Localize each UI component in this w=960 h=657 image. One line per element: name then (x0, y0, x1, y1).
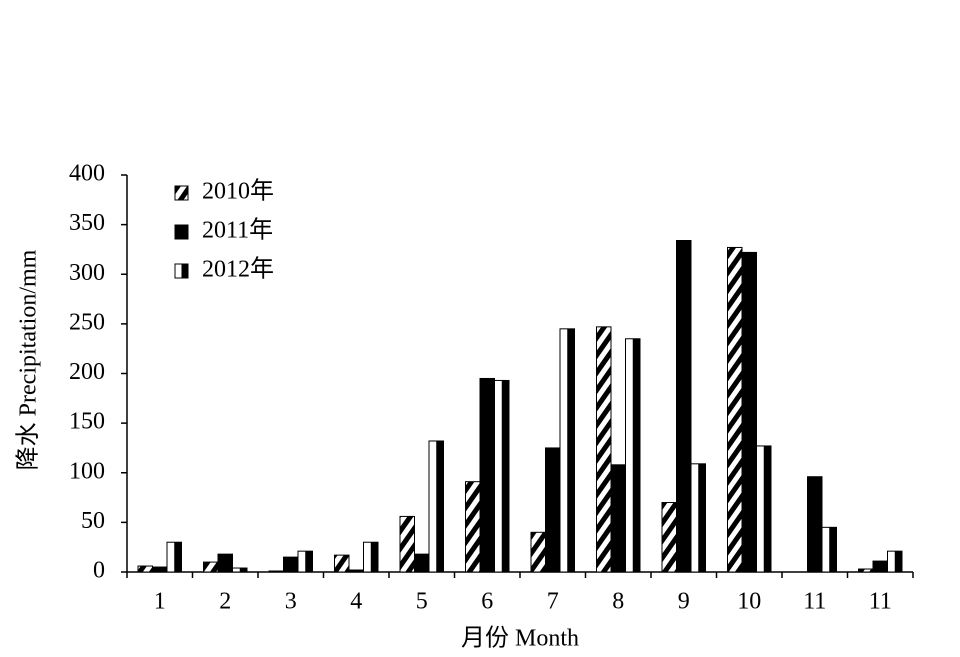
bar (399, 515, 415, 573)
bar-stripe (698, 463, 706, 572)
bar (741, 251, 757, 573)
y-tick-label: 100 (69, 458, 105, 484)
y-tick-label: 200 (69, 359, 105, 385)
x-tick-label: 9 (678, 589, 690, 615)
bar-stripe (632, 338, 640, 572)
x-tick-label: 11 (803, 589, 826, 615)
bar (858, 568, 874, 573)
bar (465, 481, 481, 573)
x-tick-label: 5 (416, 589, 428, 615)
x-tick-label: 1 (154, 589, 166, 615)
bar (203, 561, 219, 573)
bar (661, 502, 677, 573)
legend-label: 2010年 (202, 178, 274, 205)
x-tick-label: 4 (350, 589, 362, 615)
bar (872, 560, 888, 573)
bar-stripe (181, 264, 188, 278)
bar (137, 565, 153, 573)
bar (283, 556, 299, 573)
y-tick-label: 250 (69, 309, 105, 335)
bar (479, 377, 495, 573)
bar-stripe (501, 380, 509, 572)
bar (596, 326, 612, 573)
bar-stripe (829, 527, 837, 572)
bar-stripe (239, 568, 247, 572)
x-tick-label: 10 (737, 589, 761, 615)
bar-stripe (567, 328, 575, 572)
bar-stripe (174, 542, 182, 572)
x-tick-label: 3 (285, 589, 297, 615)
bar (727, 246, 743, 573)
bar (414, 553, 430, 573)
y-tick-label: 400 (69, 161, 105, 187)
bar (217, 553, 233, 573)
bar (610, 464, 626, 573)
x-tick-label: 6 (481, 589, 493, 615)
x-tick-label: 2 (219, 589, 231, 615)
bar-stripe (305, 551, 313, 572)
y-tick-label: 300 (69, 260, 105, 286)
bar (545, 447, 561, 573)
legend-label: 2011年 (202, 217, 273, 244)
legend-swatch (174, 185, 189, 201)
y-tick-label: 350 (69, 210, 105, 236)
bar (334, 554, 350, 573)
bar (676, 240, 692, 573)
y-axis-label: 降水 Precipitation/mm (15, 249, 42, 470)
bar (530, 531, 546, 573)
legend-swatch (174, 224, 189, 240)
legend-label: 2012年 (202, 256, 274, 283)
x-tick-label: 11 (869, 589, 892, 615)
bar-stripe (370, 542, 378, 572)
y-tick-label: 50 (81, 508, 105, 534)
bar-stripe (894, 551, 902, 572)
bar-stripe (763, 445, 771, 572)
bar (268, 570, 284, 573)
bar (348, 569, 364, 573)
y-tick-label: 0 (93, 558, 105, 584)
bar (152, 566, 168, 573)
x-tick-label: 8 (612, 589, 624, 615)
bar-stripe (436, 440, 444, 572)
x-tick-label: 7 (547, 589, 559, 615)
x-axis-label: 月份 Month (461, 625, 579, 652)
y-tick-label: 150 (69, 409, 105, 435)
bar (807, 476, 823, 573)
